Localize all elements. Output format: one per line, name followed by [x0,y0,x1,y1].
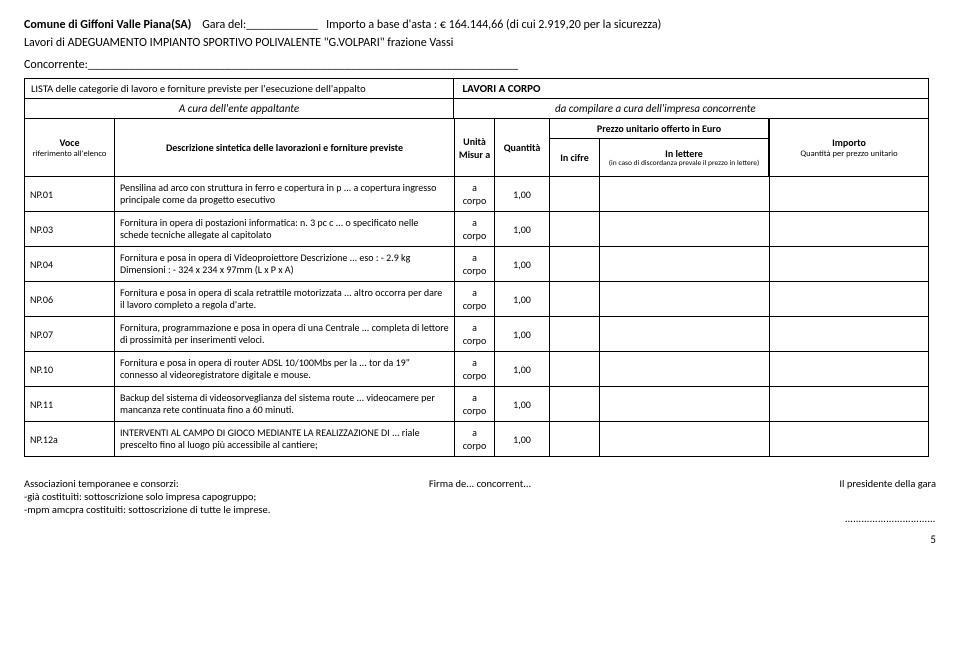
footer-left: Associazioni temporanee e consorzi: -già… [24,477,328,525]
row-desc: Fornitura e posa in opera di scala retra… [114,282,454,317]
col-importo-sub: Quantità per prezzo unitario [800,149,897,159]
footer-firma: Firma de... concorrent... [328,477,632,490]
row-um: a corpo [454,422,494,457]
footer-line1: -già costituiti: sottoscrizione solo imp… [24,490,328,503]
row-lettere [599,247,769,282]
col-importo: Importo Quantità per prezzo unitario [769,119,929,177]
row-lettere [599,387,769,422]
col-quantita: Quantità [494,119,549,177]
row-desc: Fornitura e posa in opera di Videoproiet… [114,247,454,282]
row-cifre [549,422,599,457]
col-unita: Unità Misur a [454,119,494,177]
row-um: a corpo [454,212,494,247]
row-importo [769,352,929,387]
col-quantita-label: Quantità [504,141,541,154]
row-cifre [549,282,599,317]
lista-categorie-label: LISTA delle categorie di lavoro e fornit… [24,78,454,99]
row-qta: 1,00 [494,387,549,422]
row-importo [769,212,929,247]
row-lettere [599,177,769,212]
row-qta: 1,00 [494,422,549,457]
row-cifre [549,317,599,352]
row-qta: 1,00 [494,212,549,247]
row-um: a corpo [454,387,494,422]
col-descrizione-label: Descrizione sintetica delle lavorazioni … [166,141,403,154]
footer-assoc: Associazioni temporanee e consorzi: [24,477,328,490]
col-voce: Voce riferimento all'elenco [24,119,114,177]
footer-dots: …………………………… [632,512,936,525]
row-voce: NP.06 [24,282,114,317]
gara-label: Gara del:____________ [202,18,318,32]
row-desc: Fornitura in opera di postazioni informa… [114,212,454,247]
col-prezzo: Prezzo unitario offerto in Euro In cifre… [549,119,769,177]
row-qta: 1,00 [494,352,549,387]
col-prezzo-top: Prezzo unitario offerto in Euro [550,119,768,139]
row-importo [769,177,929,212]
row-voce: NP.04 [24,247,114,282]
row-cifre [549,212,599,247]
importo-label: Importo a base d'asta : € 164.144,66 (di… [326,18,661,32]
row-voce: NP.07 [24,317,114,352]
row-cifre [549,247,599,282]
row-cifre [549,387,599,422]
row-voce: NP.03 [24,212,114,247]
blank-mid [454,99,549,119]
row-desc: Fornitura, programmazione e posa in oper… [114,317,454,352]
row-qta: 1,00 [494,247,549,282]
footer-presidente: Il presidente della gara [632,477,936,490]
row-importo [769,317,929,352]
row-qta: 1,00 [494,317,549,352]
row-desc: INTERVENTI AL CAMPO DI GIOCO MEDIANTE LA… [114,422,454,457]
row-um: a corpo [454,282,494,317]
row-um: a corpo [454,247,494,282]
col-voce-sub: riferimento all'elenco [33,149,107,159]
col-cifre: In cifre [550,139,600,176]
row-voce: NP.10 [24,352,114,387]
row-desc: Pensilina ad arco con struttura in ferro… [114,177,454,212]
row-importo [769,387,929,422]
col-lettere: In lettere (in caso di discordanza preva… [600,139,768,176]
page-number: 5 [24,533,936,546]
col-lettere-sub: (in caso di discordanza prevale il prezz… [609,160,760,168]
row-um: a corpo [454,352,494,387]
row-qta: 1,00 [494,282,549,317]
row-voce: NP.01 [24,177,114,212]
blank-top-right [549,78,929,99]
header-line-1: Comune di Giffoni Valle Piana(SA) Gara d… [24,18,936,32]
col-descrizione: Descrizione sintetica delle lavorazioni … [114,119,454,177]
row-lettere [599,317,769,352]
cura-impresa-label: da compilare a cura dell'impresa concorr… [549,99,929,119]
row-um: a corpo [454,177,494,212]
main-table: LISTA delle categorie di lavoro e fornit… [24,78,936,457]
row-cifre [549,352,599,387]
footer: Associazioni temporanee e consorzi: -già… [24,477,936,525]
row-importo [769,422,929,457]
row-voce: NP.11 [24,387,114,422]
row-desc: Fornitura e posa in opera di router ADSL… [114,352,454,387]
header-line-2: Lavori di ADEGUAMENTO IMPIANTO SPORTIVO … [24,36,936,50]
footer-center: Firma de... concorrent... [328,477,632,525]
row-importo [769,282,929,317]
row-um: a corpo [454,317,494,352]
footer-line2: -mpm amcpra costituiti: sottoscrizione d… [24,503,328,516]
row-lettere [599,352,769,387]
row-qta: 1,00 [494,177,549,212]
col-importo-label: Importo [832,136,866,149]
cura-ente-label: A cura dell'ente appaltante [24,99,454,119]
comune-label: Comune di Giffoni Valle Piana(SA) [24,18,191,32]
col-voce-label: Voce [59,136,79,149]
lavori-corpo-label: LAVORI A CORPO [454,78,549,99]
row-desc: Backup del sistema di videosorveglianza … [114,387,454,422]
row-voce: NP.12a [24,422,114,457]
footer-right: Il presidente della gara …………………………… [632,477,936,525]
row-lettere [599,422,769,457]
col-unita-label: Unità Misur a [457,135,492,161]
concorrente-line: Concorrente:____________________________… [24,58,936,72]
row-importo [769,247,929,282]
row-lettere [599,212,769,247]
row-cifre [549,177,599,212]
row-lettere [599,282,769,317]
